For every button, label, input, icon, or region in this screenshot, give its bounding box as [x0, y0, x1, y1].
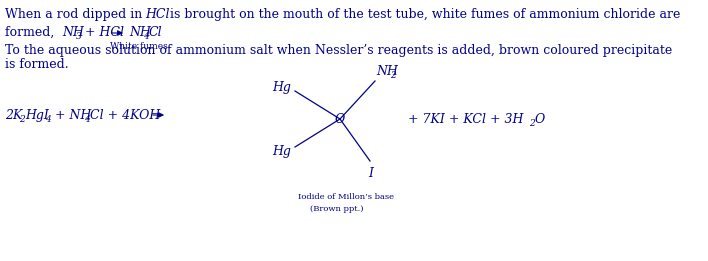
Text: Cl + 4KOH: Cl + 4KOH	[90, 109, 160, 122]
Text: NH: NH	[62, 26, 84, 39]
Text: 2: 2	[529, 119, 535, 128]
Text: 2K: 2K	[5, 109, 23, 122]
Text: To the aqueous solution of ammonium salt when Nessler’s reagents is added, brown: To the aqueous solution of ammonium salt…	[5, 44, 673, 57]
Text: NH: NH	[376, 65, 398, 78]
Text: O: O	[335, 113, 346, 126]
Text: + HCl: + HCl	[81, 26, 124, 39]
Text: HgI: HgI	[25, 109, 49, 122]
Text: When a rod dipped in: When a rod dipped in	[5, 8, 147, 21]
Text: (Brown ppt.): (Brown ppt.)	[310, 205, 363, 213]
Text: + 7KI + KCl + 3H: + 7KI + KCl + 3H	[408, 113, 523, 126]
Text: Hg: Hg	[272, 81, 291, 94]
Text: Iodide of Millon’s base: Iodide of Millon’s base	[298, 193, 394, 201]
Text: 2: 2	[19, 115, 25, 124]
Text: 2: 2	[390, 71, 396, 80]
Text: 3: 3	[76, 32, 81, 41]
Text: is brought on the mouth of the test tube, white fumes of ammonium chloride are: is brought on the mouth of the test tube…	[166, 8, 680, 21]
Text: White fumes: White fumes	[110, 42, 168, 51]
Text: 4: 4	[45, 115, 51, 124]
Text: is formed.: is formed.	[5, 58, 69, 71]
Text: O: O	[535, 113, 545, 126]
Text: NH: NH	[129, 26, 151, 39]
Text: 4: 4	[84, 115, 90, 124]
Text: formed,: formed,	[5, 26, 62, 39]
Text: Hg: Hg	[272, 145, 291, 158]
Text: HCl: HCl	[145, 8, 169, 21]
Text: Cl: Cl	[149, 26, 163, 39]
Text: I: I	[368, 167, 373, 180]
Text: 4: 4	[143, 32, 149, 41]
Text: + NH: + NH	[51, 109, 91, 122]
